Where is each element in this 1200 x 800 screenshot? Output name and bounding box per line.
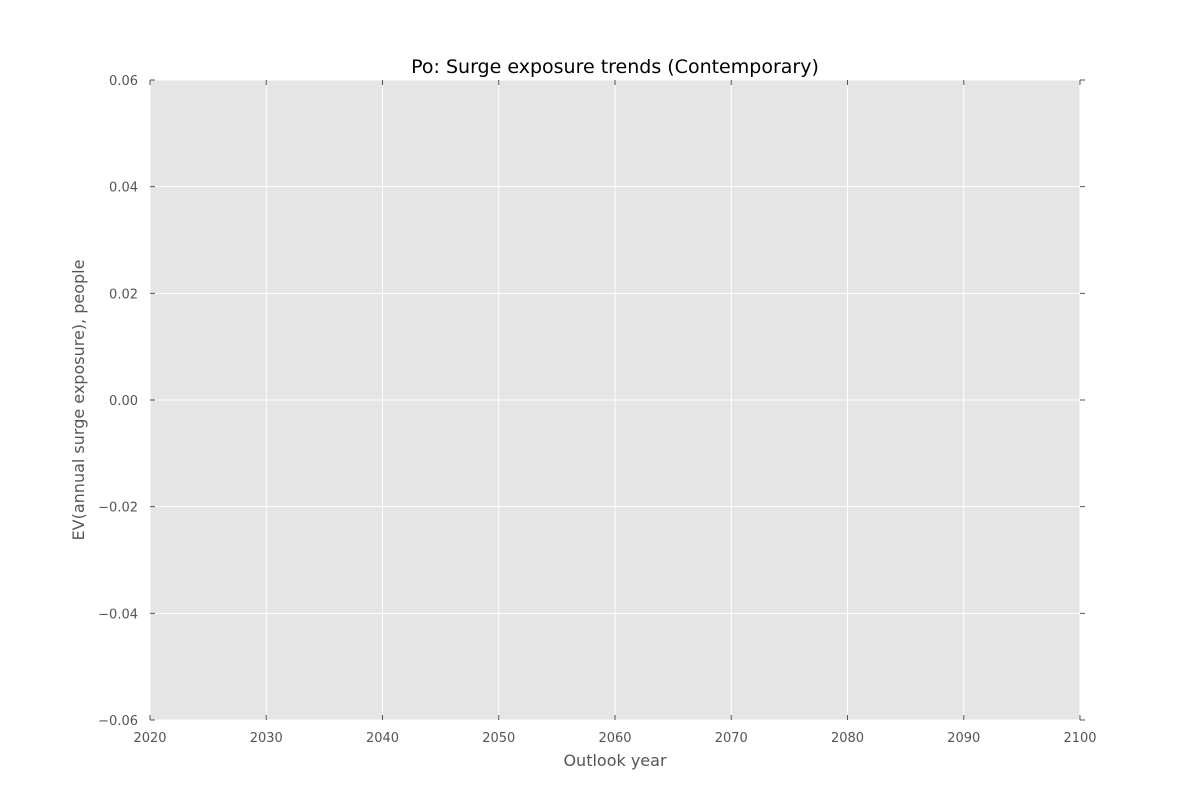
y-axis-label: EV(annual surge exposure), people [69,260,88,541]
y-tick-label: 0.06 [109,74,138,89]
chart-title: Po: Surge exposure trends (Contemporary) [411,56,819,78]
y-tick-label: −0.02 [98,501,138,516]
x-axis-label: Outlook year [563,751,667,770]
x-tick-label: 2100 [1063,731,1096,746]
x-tick-label: 2080 [831,731,864,746]
x-tick-label: 2030 [250,731,283,746]
y-tick-label: −0.04 [98,607,138,622]
x-tick-label: 2090 [947,731,980,746]
x-tick-label: 2070 [715,731,748,746]
x-tick-label: 2060 [598,731,631,746]
y-tick-label: 0.04 [109,181,138,196]
x-tick-label: 2040 [366,731,399,746]
y-tick-label: −0.06 [98,714,138,729]
y-tick-label: 0.00 [109,394,138,409]
x-tick-label: 2050 [482,731,515,746]
tick-labels: 2020 2030 2040 2050 2060 2070 2080 2090 2100 0.06… [98,74,1096,746]
axis-ticks [149,79,1085,721]
y-tick-label: 0.02 [109,287,138,302]
x-tick-label: 2020 [133,731,166,746]
